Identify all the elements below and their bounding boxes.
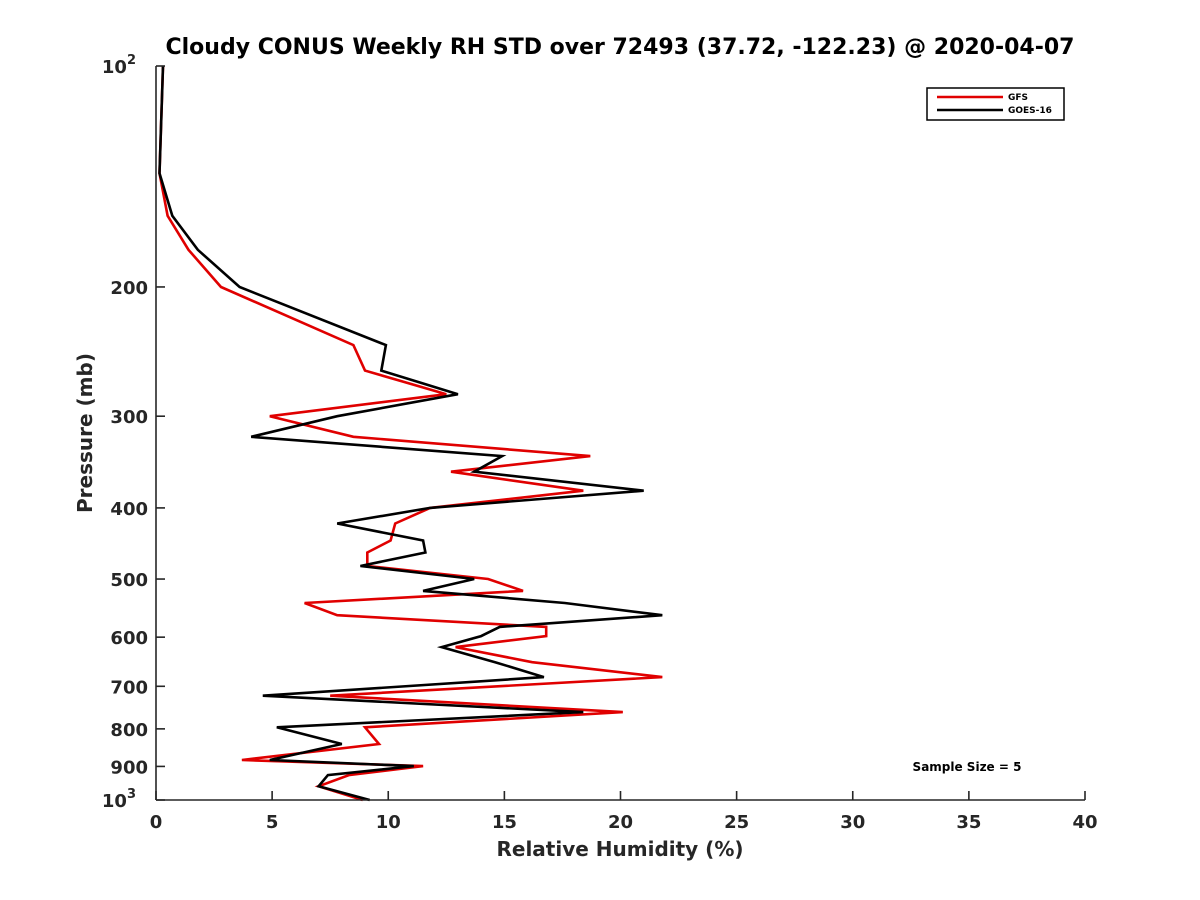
y-tick-label: 600 [110,628,148,649]
y-axis-label: Pressure (mb) [73,353,97,513]
y-tick-label: 900 [110,757,148,778]
x-tick-label: 30 [840,812,865,833]
x-tick-label: 5 [266,812,279,833]
series-line-goes16 [158,65,663,802]
x-tick-label: 15 [492,812,517,833]
x-tick-label: 10 [376,812,401,833]
legend-label-gfs: GFS [1008,93,1028,103]
chart-title: Cloudy CONUS Weekly RH STD over 72493 (3… [166,35,1075,60]
y-tick-label: 102 [102,53,136,78]
y-tick-label: 103 [102,787,136,812]
x-tick-label: 20 [608,812,633,833]
y-tick-label: 500 [110,570,148,591]
legend: GFS GOES-16 [926,87,1065,121]
x-tick-label: 0 [150,812,163,833]
series-line-gfs [158,65,663,802]
sample-size-annotation: Sample Size = 5 [913,760,1022,774]
axes: 0 5 10 15 20 25 30 35 40 102 200 300 400 500 600 700 80… [102,53,1098,833]
x-tick-label: 35 [956,812,981,833]
legend-box [926,87,1065,121]
y-tick-label: 200 [110,278,148,299]
y-tick-label: 300 [110,407,148,428]
y-tick-label: 700 [110,677,148,698]
x-axis-label: Relative Humidity (%) [496,837,743,861]
y-tick-label: 800 [110,720,148,741]
x-tick-label: 25 [724,812,749,833]
series-layer [158,65,663,802]
y-tick-label: 400 [110,499,148,520]
legend-label-goes16: GOES-16 [1008,106,1052,116]
x-tick-label: 40 [1072,812,1097,833]
x-ticks: 0 5 10 15 20 25 30 35 40 [150,791,1098,833]
y-ticks: 102 200 300 400 500 600 700 800 900 103 [102,53,165,812]
